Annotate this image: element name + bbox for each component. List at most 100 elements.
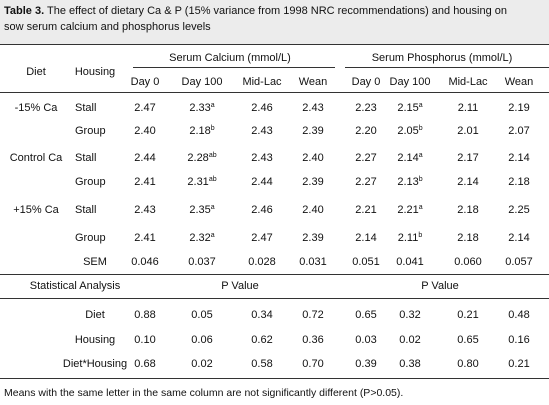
- cell-value: 2.40: [302, 204, 324, 216]
- stats-value: 0.36: [302, 334, 324, 346]
- sem-label: SEM: [83, 256, 107, 268]
- cell: 2.14: [355, 232, 376, 244]
- cell-value: 2.47: [134, 102, 156, 114]
- header-day: Day 100: [389, 76, 431, 88]
- header-housing: Housing: [74, 66, 116, 78]
- stats-row-label: Diet*Housing: [62, 358, 128, 370]
- cell-value: 2.07: [508, 125, 530, 137]
- cell-value: 2.47: [251, 232, 273, 244]
- cell: 2.43: [251, 152, 272, 164]
- stats-value: 0.48: [508, 309, 530, 321]
- cell: 2.15a: [397, 102, 422, 114]
- row-housing: Stall: [75, 102, 97, 114]
- sem-value: 0.060: [454, 256, 482, 268]
- header-group: Serum Phosphorus (mmol/L): [371, 52, 513, 64]
- stats-row-label: Housing: [74, 334, 116, 346]
- cell: 2.18: [508, 176, 529, 188]
- header-day: Day 0: [130, 76, 160, 88]
- cell: 2.31ab: [187, 176, 216, 188]
- caption-text: The effect of dietary Ca & P (15% varian…: [4, 5, 508, 33]
- stats-value: 0.68: [134, 358, 156, 370]
- cell-value: 2.25: [508, 204, 530, 216]
- cell: 2.18: [457, 232, 478, 244]
- cell: 2.43: [134, 204, 155, 216]
- cell-value: 2.14: [457, 176, 479, 188]
- stats-value: 0.10: [134, 334, 156, 346]
- stats-value: 0.70: [302, 358, 324, 370]
- stats-value: 0.65: [355, 309, 377, 321]
- cell: 2.11: [458, 102, 479, 114]
- cell-value: 2.40: [134, 125, 156, 137]
- cell: 2.33a: [189, 102, 214, 114]
- cell: 2.18: [457, 204, 478, 216]
- cell-value: 2.18: [508, 176, 530, 188]
- cell-value: 2.32: [189, 232, 211, 244]
- row-housing: Group: [75, 176, 106, 188]
- cell: 2.01: [457, 125, 478, 137]
- cell: 2.18b: [189, 125, 214, 137]
- cell: 2.39: [302, 125, 323, 137]
- cell: 2.07: [508, 125, 529, 137]
- stats-value: 0.21: [508, 358, 530, 370]
- cell-value: 2.41: [134, 232, 156, 244]
- cell-value: 2.11: [397, 232, 419, 244]
- cell-value: 2.39: [302, 176, 324, 188]
- cell: 2.13b: [397, 176, 422, 188]
- cell: 2.20: [355, 125, 376, 137]
- cell-value: 2.28: [187, 152, 209, 164]
- p-value-header: P Value: [421, 280, 459, 292]
- cell-value: 2.46: [251, 102, 273, 114]
- rule: [133, 67, 335, 68]
- cell-superscript: a: [210, 102, 215, 109]
- cell-superscript: a: [210, 232, 215, 239]
- cell: 2.46: [251, 102, 272, 114]
- cell-value: 2.14: [397, 152, 419, 164]
- cell-value: 2.20: [355, 125, 377, 137]
- cell-value: 2.23: [355, 102, 377, 114]
- cell-value: 2.43: [251, 152, 273, 164]
- cell: 2.14: [508, 232, 529, 244]
- header-day: Wean: [298, 76, 328, 88]
- cell-value: 2.41: [134, 176, 156, 188]
- p-value-header: P Value: [221, 280, 259, 292]
- header-day: Day 100: [181, 76, 223, 88]
- header-day: Day 0: [351, 76, 381, 88]
- header-day: Mid-Lac: [242, 76, 282, 88]
- stats-value: 0.21: [457, 309, 479, 321]
- row-housing: Group: [75, 125, 106, 137]
- cell-value: 2.39: [302, 232, 324, 244]
- cell-value: 2.14: [508, 232, 530, 244]
- header-group: Serum Calcium (mmol/L): [169, 52, 291, 64]
- sem-value: 0.028: [248, 256, 276, 268]
- cell-value: 2.39: [302, 125, 324, 137]
- rule: [0, 92, 549, 93]
- row-housing: Stall: [75, 204, 97, 216]
- stats-value: 0.32: [399, 309, 421, 321]
- cell: 2.39: [302, 232, 323, 244]
- cell: 2.05b: [397, 125, 422, 137]
- cell: 2.23: [355, 102, 376, 114]
- rule: [0, 44, 549, 45]
- cell-value: 2.15: [397, 102, 419, 114]
- cell-value: 2.21: [397, 204, 419, 216]
- stats-value: 0.58: [251, 358, 273, 370]
- cell-superscript: b: [418, 232, 423, 239]
- cell: 2.32a: [189, 232, 214, 244]
- cell: 2.47: [251, 232, 272, 244]
- stats-value: 0.62: [251, 334, 273, 346]
- stats-value: 0.80: [457, 358, 479, 370]
- rule: [0, 274, 549, 275]
- cell-value: 2.18: [457, 204, 479, 216]
- stats-row-label: Diet: [85, 309, 105, 321]
- cell-value: 2.43: [302, 102, 324, 114]
- stats-label: Statistical Analysis: [29, 280, 121, 292]
- rule: [345, 67, 549, 68]
- cell: 2.25: [508, 204, 529, 216]
- caption: Table 3. The effect of dietary Ca & P (1…: [4, 3, 524, 35]
- row-diet: -15% Ca: [14, 102, 58, 114]
- cell-value: 2.17: [457, 152, 479, 164]
- cell-value: 2.44: [251, 176, 273, 188]
- stats-value: 0.39: [355, 358, 377, 370]
- row-housing: Group: [75, 232, 106, 244]
- stats-value: 0.02: [191, 358, 213, 370]
